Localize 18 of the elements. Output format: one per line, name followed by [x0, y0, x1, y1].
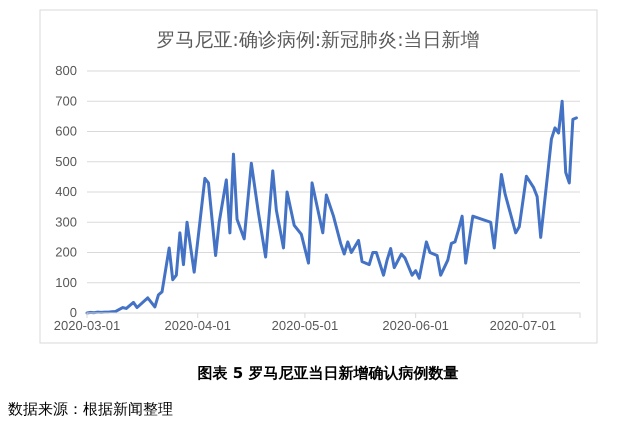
y-tick-label: 400 — [55, 184, 77, 200]
text: 图表 5 罗马尼亚当日新增确认病例数量 — [198, 364, 458, 382]
source-note: 数据来源：根据新闻整理 — [8, 400, 173, 418]
x-tick-label: 2020-05-01 — [272, 318, 338, 334]
x-tick-label: 2020-06-01 — [382, 318, 449, 334]
y-tick-label: 200 — [55, 244, 77, 260]
y-tick-label: 700 — [55, 93, 77, 108]
y-tick-label: 800 — [55, 63, 77, 78]
y-tick-label: 0 — [70, 305, 77, 320]
x-tick-label: 2020-04-01 — [164, 318, 231, 334]
y-tick-label: 500 — [55, 154, 77, 169]
y-tick-label: 600 — [55, 124, 77, 139]
x-tick-label: 2020-07-01 — [490, 318, 556, 334]
y-tick-label: 300 — [55, 214, 77, 230]
line-series — [86, 100, 578, 314]
chart-title: 罗马尼亚:确诊病例:新冠肺炎:当日新增 — [156, 29, 480, 51]
y-tick-label: 100 — [55, 274, 77, 290]
x-tick-label: 2020-03-01 — [54, 318, 120, 334]
